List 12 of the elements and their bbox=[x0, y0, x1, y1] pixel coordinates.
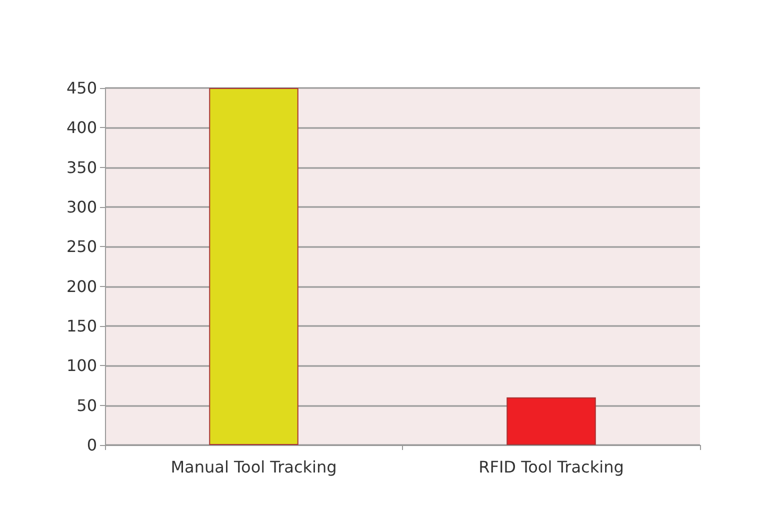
y-tick-label: 150 bbox=[66, 316, 97, 336]
y-tick-label: 300 bbox=[66, 198, 97, 216]
y-tick-label: 450 bbox=[66, 78, 97, 98]
y-tick-label: 100 bbox=[66, 356, 97, 376]
y-tick-label: 0 bbox=[86, 436, 97, 454]
y-tick-label: 200 bbox=[66, 276, 97, 296]
x-tick-label: Manual Tool Tracking bbox=[170, 458, 337, 476]
y-tick-label: 50 bbox=[76, 396, 97, 415]
x-tick-label: RFID Tool Tracking bbox=[478, 458, 624, 476]
y-tick-label: 350 bbox=[66, 158, 97, 177]
y-tick-label: 250 bbox=[66, 237, 97, 256]
y-tick-label: 400 bbox=[66, 118, 97, 138]
